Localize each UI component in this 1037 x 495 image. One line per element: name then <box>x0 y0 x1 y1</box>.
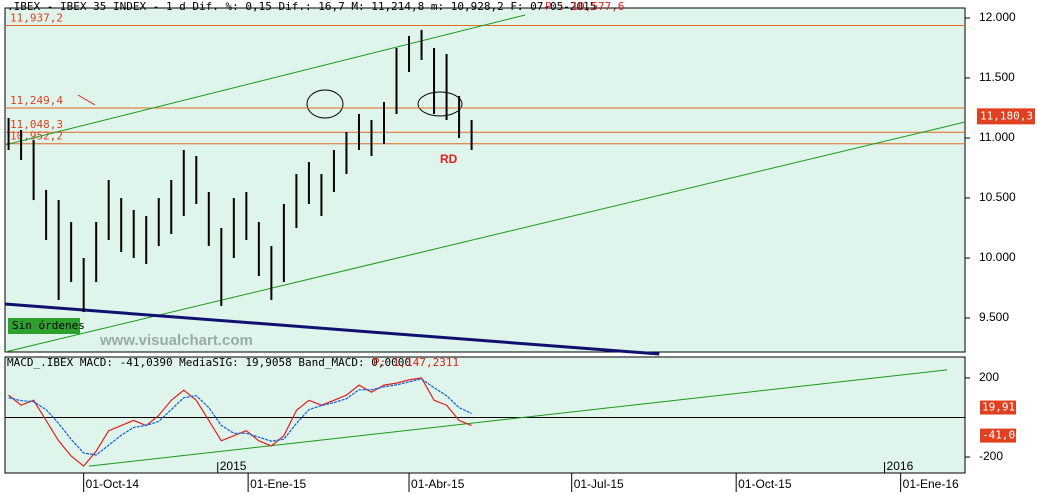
y-tick-label: 200 <box>979 370 999 384</box>
level-label: 11,048,3 <box>10 118 63 131</box>
trendline <box>4 14 526 146</box>
value-box-label: 19,91 <box>982 401 1015 414</box>
x-tick-label: 01-Oct-15 <box>738 477 792 491</box>
trendline <box>4 302 660 356</box>
x-tick-label: 01-Jul-15 <box>574 477 624 491</box>
x-tick-label: 01-Abr-15 <box>411 477 465 491</box>
year-label: 2016 <box>887 459 914 473</box>
x-tick-label: 01-Ene-15 <box>250 477 306 491</box>
annotation: RD <box>440 152 458 166</box>
macd-title: MACD_.IBEX MACD: -41,0390 MediaSIG: 19,9… <box>7 356 411 369</box>
y-tick-label: 10.500 <box>979 190 1016 204</box>
level-label: 10,952,2 <box>10 130 63 143</box>
x-tick-label: 01-Oct-14 <box>86 477 140 491</box>
watermark: www.visualchart.com <box>99 332 253 349</box>
level-label: 11,937,2 <box>10 12 63 25</box>
y-tick-label: -200 <box>979 449 1003 463</box>
badge <box>8 318 80 334</box>
current-box <box>977 108 1035 125</box>
trendline <box>4 121 966 353</box>
y-tick-label: 11.500 <box>979 70 1015 84</box>
highlight-ellipse <box>417 91 463 117</box>
y-tick-label: 10.000 <box>979 250 1016 264</box>
annotation: Sin órdenes <box>12 319 85 332</box>
decoration <box>77 94 96 106</box>
last-price: P : 10,577,6 <box>545 0 624 13</box>
trendline <box>88 369 948 467</box>
level-label: 11,249,4 <box>10 94 63 107</box>
macd-last: P: 1,147,2311 <box>373 356 459 369</box>
chart-title: .IBEX - IBEX 35 INDEX - 1 d Dif. %: 0,15… <box>7 0 596 13</box>
value-box <box>980 428 1016 443</box>
highlight-ellipse <box>306 89 344 119</box>
macd-panel <box>4 356 966 474</box>
macd-line <box>8 378 472 456</box>
value-box <box>980 400 1016 415</box>
y-tick-label: 11.000 <box>979 130 1015 144</box>
value-box-label: -41,04 <box>982 429 1022 442</box>
y-tick-label: 9.500 <box>979 310 1009 324</box>
current-label: 11,180,3 <box>980 109 1033 122</box>
price-panel <box>4 7 966 353</box>
year-label: 2015 <box>220 459 247 473</box>
y-tick-label: 12.000 <box>979 10 1016 24</box>
x-tick-label: 01-Ene-16 <box>903 477 959 491</box>
